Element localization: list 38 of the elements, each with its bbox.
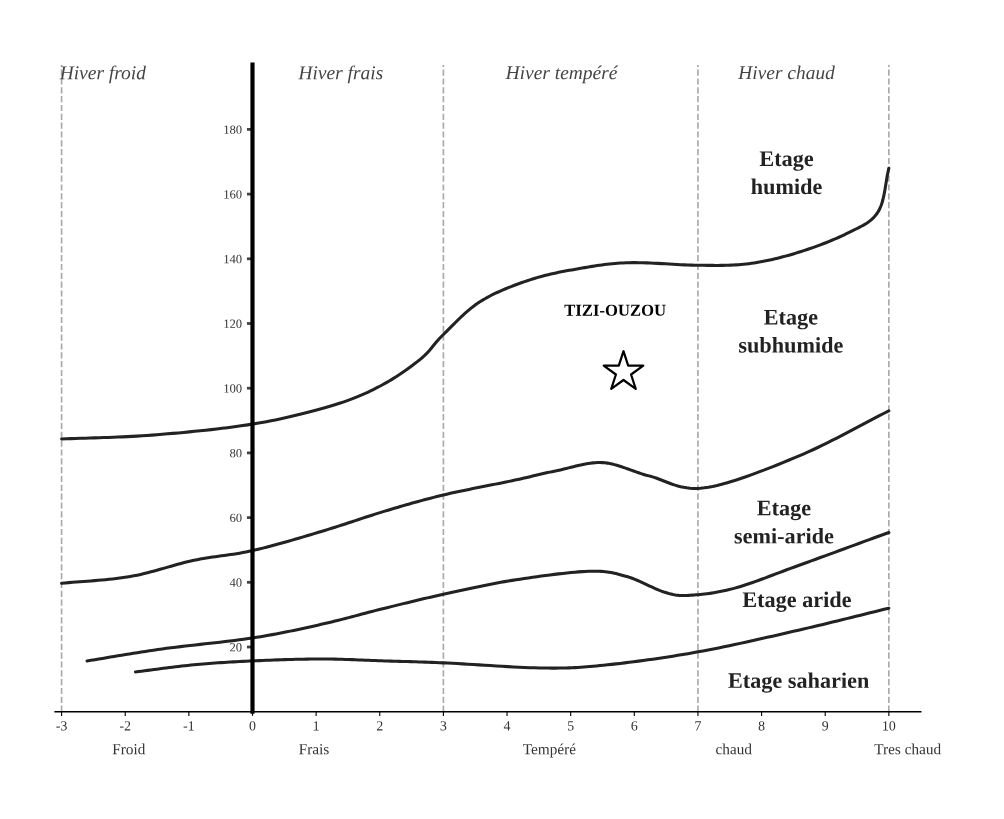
annotation: Etage semi-aride [734, 500, 834, 544]
annotation: Etage aride [742, 591, 851, 612]
y-tick-label: 180 [224, 125, 242, 134]
x-tick-label: 8 [758, 721, 765, 731]
y-tick-label: 140 [224, 254, 242, 264]
x-tick-label: 2 [376, 721, 383, 731]
x-tick-label: 1 [313, 721, 319, 731]
annotation: Hiver chaud [737, 65, 835, 80]
y-tick-label: 60 [230, 513, 242, 523]
text: Tres chaud [874, 743, 941, 755]
text: Frais [299, 744, 329, 755]
text: Froid [112, 743, 146, 755]
y-tick-label: 160 [224, 190, 242, 199]
annotation: Etage subhumide [739, 309, 843, 353]
y-tick-label: 40 [229, 578, 242, 587]
y-tick-label: 100 [224, 384, 242, 393]
x-tick-label: 9 [822, 721, 829, 731]
y-tick-label: 20 [230, 643, 242, 652]
y-tick-label: 80 [230, 448, 242, 458]
x-tick-label: 7 [695, 721, 702, 731]
x-tick-label: 0 [249, 721, 256, 731]
annotation: Etage saharien [728, 672, 869, 693]
annotation: Hiver froid [59, 65, 146, 84]
text: chaud [716, 743, 752, 755]
x-tick-label: 3 [440, 721, 447, 731]
annotation: Etage humide [751, 151, 822, 195]
x-tick-label: -1 [183, 721, 194, 731]
text: Tempéré [523, 743, 576, 758]
x-tick-label: 5 [568, 721, 574, 731]
annotation: Hiver frais [298, 65, 383, 84]
text: TIZI-OUZOU [564, 304, 666, 316]
x-tick-label: -2 [119, 721, 131, 731]
y-tick-label: 120 [224, 319, 242, 328]
annotation: Hiver tempéré [505, 65, 619, 84]
x-tick-label: 10 [883, 721, 896, 731]
x-tick-label: 4 [503, 721, 511, 731]
x-tick-label: 6 [631, 721, 638, 731]
x-tick-label: -3 [56, 721, 67, 731]
